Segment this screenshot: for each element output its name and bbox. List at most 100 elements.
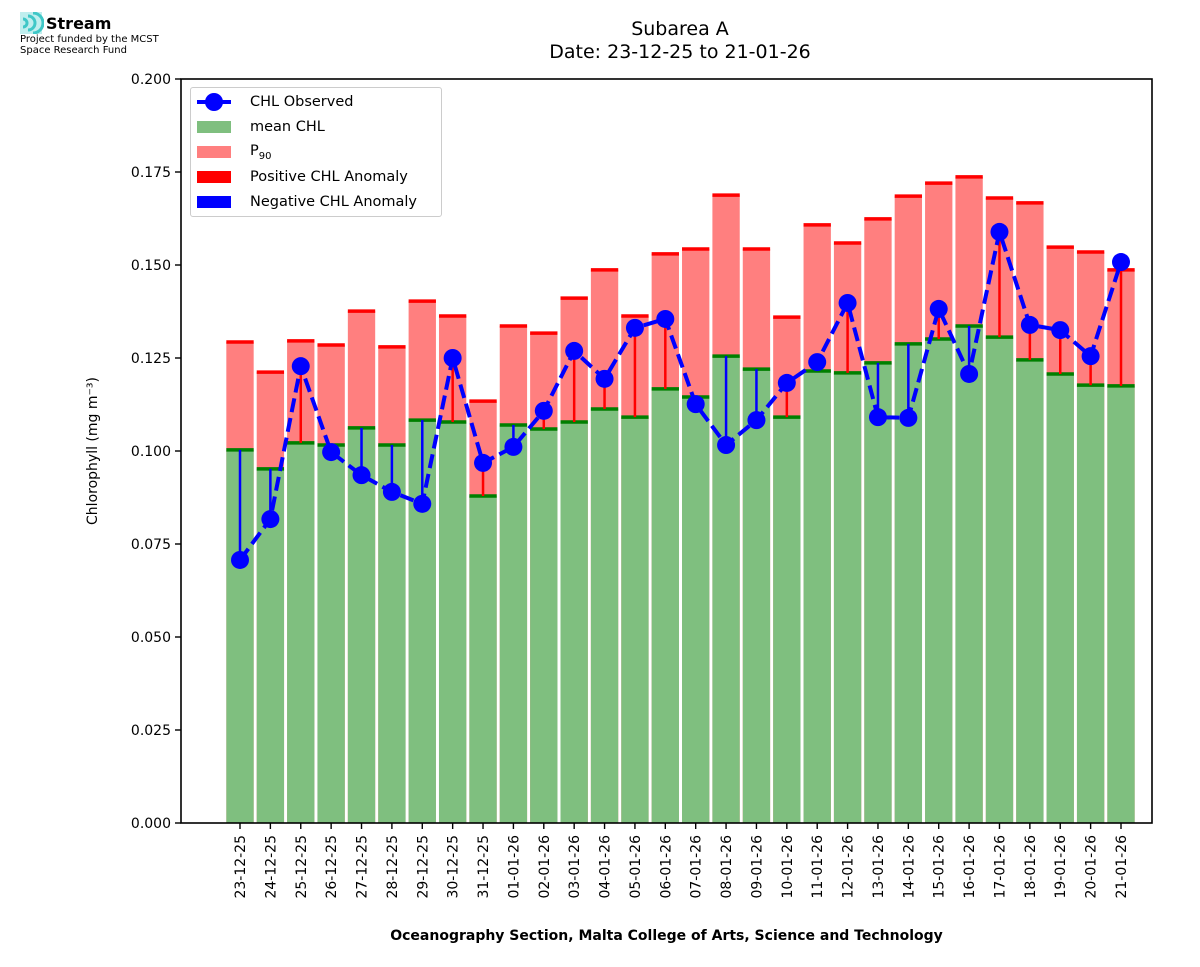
observed-point [868,408,887,427]
observed-point [656,309,675,328]
observed-point [777,373,796,392]
y-tick-label: 0.000 [131,816,171,832]
mean-bar [287,442,315,823]
logo: Stream Project funded by the MCST Space … [20,12,159,56]
x-tick-label: 10-01-26 [780,835,796,899]
observed-point [261,510,280,529]
mean-bar [499,424,528,823]
mean-bar [1076,385,1105,823]
mean-bar [955,326,983,823]
observed-point [504,437,523,456]
observed-point [413,494,432,513]
x-tick-label: 25-12-25 [294,835,310,899]
mean-bar [985,337,1014,823]
legend-item-mean: mean CHL [197,117,325,137]
x-tick-label: 24-12-25 [263,835,279,899]
x-tick-label: 14-01-26 [901,835,917,899]
observed-point [322,443,341,462]
x-tick-label: 04-01-26 [598,835,614,899]
mean-bar [682,397,710,823]
observed-point [929,299,948,318]
x-tick-label: 18-01-26 [1023,835,1039,899]
legend-label: P90 [250,142,272,162]
legend-label: Negative CHL Anomaly [250,194,417,210]
y-tick-label: 0.125 [131,351,171,367]
observed-point [747,411,766,430]
funding-line-1: Project funded by the MCST [20,34,159,45]
funding-line-2: Space Research Fund [20,45,127,56]
observed-point [899,408,918,427]
mean-bar [317,445,345,823]
y-tick-label: 0.200 [131,72,171,88]
x-tick-label: 31-12-25 [476,835,492,899]
legend-item-p90: P90 [197,142,271,162]
observed-point [474,453,493,472]
mean-bar [469,496,497,823]
observed-point [382,482,401,501]
mean-bar [1046,373,1074,823]
y-tick-label: 0.150 [131,258,171,274]
y-axis-label: Chlorophyll (mg m⁻³) [85,377,101,525]
x-axis-label: Oceanography Section, Malta College of A… [390,928,943,944]
x-tick-label: 15-01-26 [932,835,948,899]
x-tick-label: 16-01-26 [962,835,978,899]
mean-bar [590,408,619,823]
observed-point [686,395,705,414]
y-tick-label: 0.100 [131,444,171,460]
observed-point [990,222,1009,241]
x-tick-label: 03-01-26 [567,835,583,899]
observed-point [625,318,644,337]
x-tick-label: 08-01-26 [719,835,735,899]
mean-bar [621,417,649,823]
observed-point [808,353,827,372]
legend-observed-marker-icon [197,92,231,112]
legend-p90-swatch-icon [197,146,231,158]
legend-item-positive: Positive CHL Anomaly [197,167,408,187]
x-tick-label: 20-01-26 [1084,835,1100,899]
x-tick-label: 12-01-26 [841,835,857,899]
mean-bar [773,417,801,823]
observed-point [565,341,584,360]
x-tick-label: 29-12-25 [415,835,431,899]
chart-title-block: Subarea A Date: 23-12-25 to 21-01-26 [430,18,930,64]
observed-point [595,369,614,388]
y-tick-label: 0.175 [131,165,171,181]
observed-point [717,436,736,455]
observed-point [838,293,857,312]
x-tick-label: 30-12-25 [446,835,462,899]
x-tick-label: 11-01-26 [810,835,826,899]
x-tick-label: 28-12-25 [385,835,401,899]
x-tick-label: 01-01-26 [506,835,522,899]
legend-negative-swatch-icon [197,196,231,208]
observed-point [1081,347,1100,366]
x-tick-label: 09-01-26 [749,835,765,899]
mean-bar [742,369,771,823]
mean-bar [651,388,679,823]
mean-bar [864,362,892,823]
observed-point [960,364,979,383]
x-tick-label: 23-12-25 [233,835,249,899]
mean-bar [1107,385,1135,823]
observed-point [231,550,249,569]
x-tick-label: 17-01-26 [992,835,1008,899]
observed-point [291,357,310,376]
y-tick-label: 0.075 [131,537,171,553]
observed-point [534,401,553,420]
mean-bar [1016,359,1044,823]
x-tick-label: 07-01-26 [689,835,705,899]
x-tick-label: 21-01-26 [1114,835,1130,899]
mean-bar [438,421,467,823]
observed-point [1112,253,1130,272]
mean-bar [833,372,862,823]
legend-item-negative: Negative CHL Anomaly [197,192,417,212]
legend: CHL Observed mean CHL P90 Positive CHL A… [190,87,442,217]
legend-label: mean CHL [250,119,325,135]
y-tick-label: 0.025 [131,723,171,739]
x-tick-label: 26-12-25 [324,835,340,899]
stream-waves-icon [20,12,44,34]
mean-bar [803,371,831,823]
mean-bar [347,427,376,823]
mean-bar [378,445,406,823]
mean-bar [925,339,953,823]
